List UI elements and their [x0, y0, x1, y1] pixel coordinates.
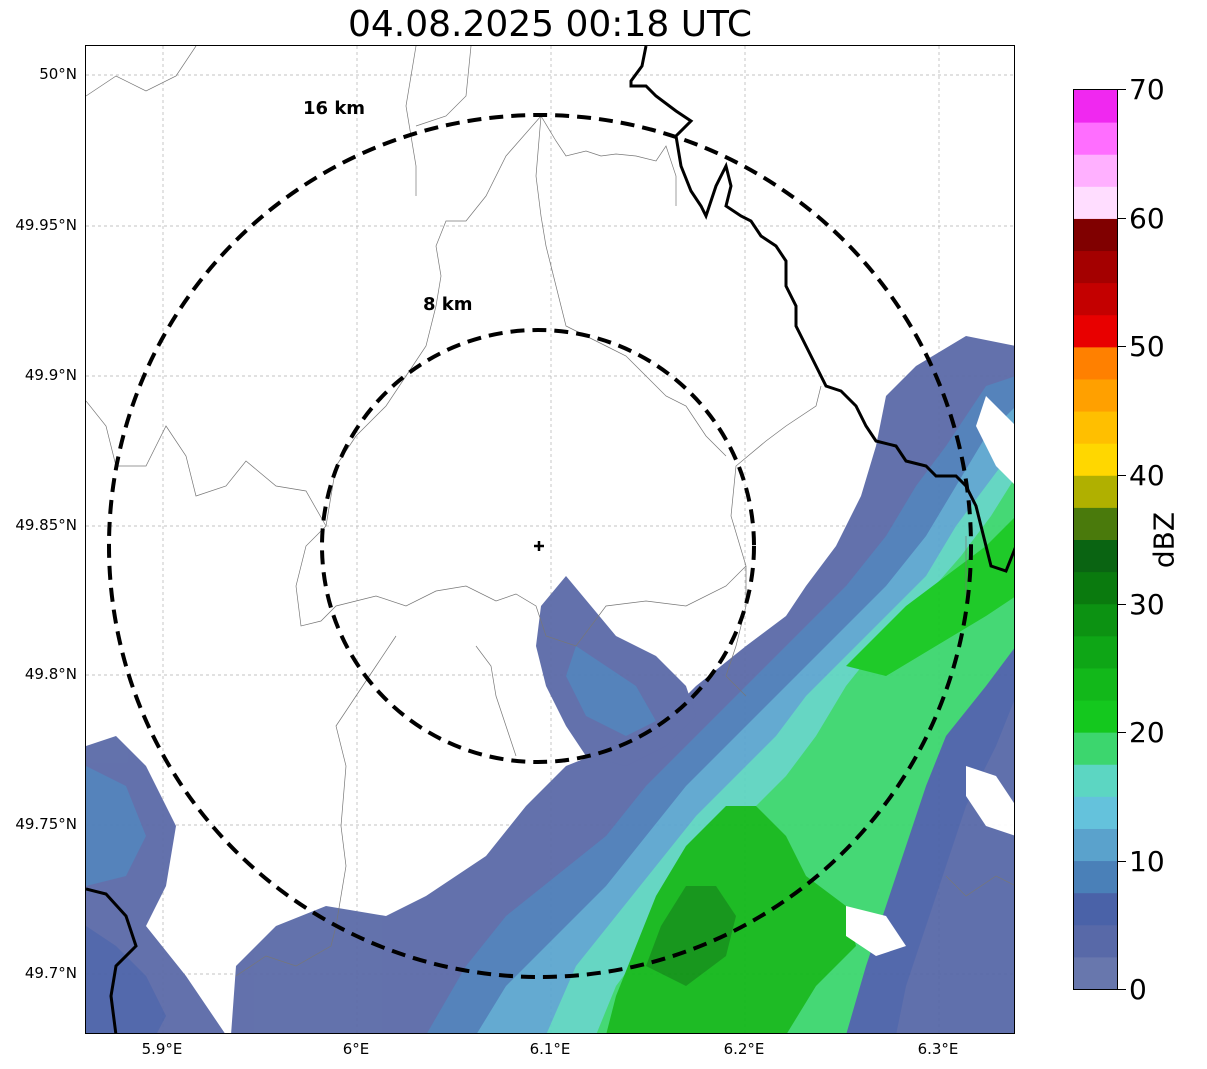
admin-boundaries	[86, 46, 1014, 977]
national-border	[86, 46, 1014, 1033]
colorbar-swatch	[1074, 635, 1117, 669]
colorbar-swatch	[1074, 796, 1117, 829]
colorbar-tick: 0	[1129, 973, 1147, 1006]
colorbar	[1073, 89, 1118, 990]
lat-label: 49.85°N	[15, 516, 77, 534]
radar-site-marker	[534, 541, 544, 551]
colorbar-swatch	[1074, 539, 1117, 573]
ring-label-8km: 8 km	[423, 294, 473, 315]
map-canvas	[86, 46, 1014, 1033]
lon-label: 6°E	[342, 1040, 370, 1058]
lat-label: 49.8°N	[24, 665, 77, 683]
colorbar-swatch	[1074, 186, 1117, 219]
colorbar-swatch	[1074, 956, 1117, 989]
lon-label: 5.9°E	[141, 1040, 183, 1058]
colorbar-tick: 70	[1129, 73, 1165, 106]
colorbar-swatches	[1074, 90, 1117, 989]
lat-label: 49.9°N	[24, 366, 77, 384]
colorbar-swatch	[1074, 314, 1117, 348]
colorbar-tick: 50	[1129, 330, 1165, 363]
colorbar-tick: 20	[1129, 716, 1165, 749]
colorbar-swatch	[1074, 411, 1117, 444]
colorbar-swatch	[1074, 443, 1117, 476]
colorbar-swatch	[1074, 90, 1117, 123]
lat-label: 49.75°N	[15, 815, 77, 833]
lat-label: 50°N	[39, 65, 77, 83]
colorbar-swatch	[1074, 250, 1117, 284]
colorbar-swatch	[1074, 892, 1117, 926]
radar-map[interactable]	[85, 45, 1015, 1034]
map-title: 04.08.2025 00:18 UTC	[347, 4, 753, 45]
lon-label: 6.3°E	[917, 1040, 959, 1058]
colorbar-swatch	[1074, 122, 1117, 155]
colorbar-tick: 10	[1129, 845, 1165, 878]
colorbar-swatch	[1074, 828, 1117, 862]
colorbar-swatch	[1074, 860, 1117, 894]
colorbar-swatch	[1074, 764, 1117, 797]
colorbar-tick: 40	[1129, 459, 1165, 492]
range-rings	[107, 113, 973, 979]
colorbar-swatch	[1074, 282, 1117, 316]
lon-label: 6.1°E	[529, 1040, 571, 1058]
colorbar-swatch	[1074, 475, 1117, 508]
lat-label: 49.95°N	[15, 216, 77, 234]
colorbar-unit-label: dBZ	[1147, 511, 1181, 569]
lon-label: 6.2°E	[723, 1040, 765, 1058]
colorbar-swatch	[1074, 924, 1117, 958]
colorbar-swatch	[1074, 154, 1117, 187]
lat-label: 49.7°N	[24, 964, 77, 982]
colorbar-swatch	[1074, 667, 1117, 701]
colorbar-swatch	[1074, 378, 1117, 412]
colorbar-tick: 30	[1129, 588, 1165, 621]
colorbar-swatch	[1074, 571, 1117, 605]
colorbar-swatch	[1074, 603, 1117, 637]
range-ring-8km	[320, 328, 756, 764]
colorbar-tick: 60	[1129, 202, 1165, 235]
colorbar-swatch	[1074, 732, 1117, 765]
colorbar-swatch	[1074, 346, 1117, 380]
colorbar-swatch	[1074, 218, 1117, 252]
colorbar-swatch	[1074, 507, 1117, 540]
range-ring-16km	[107, 113, 973, 979]
ring-label-16km: 16 km	[303, 98, 366, 119]
colorbar-swatch	[1074, 700, 1117, 733]
